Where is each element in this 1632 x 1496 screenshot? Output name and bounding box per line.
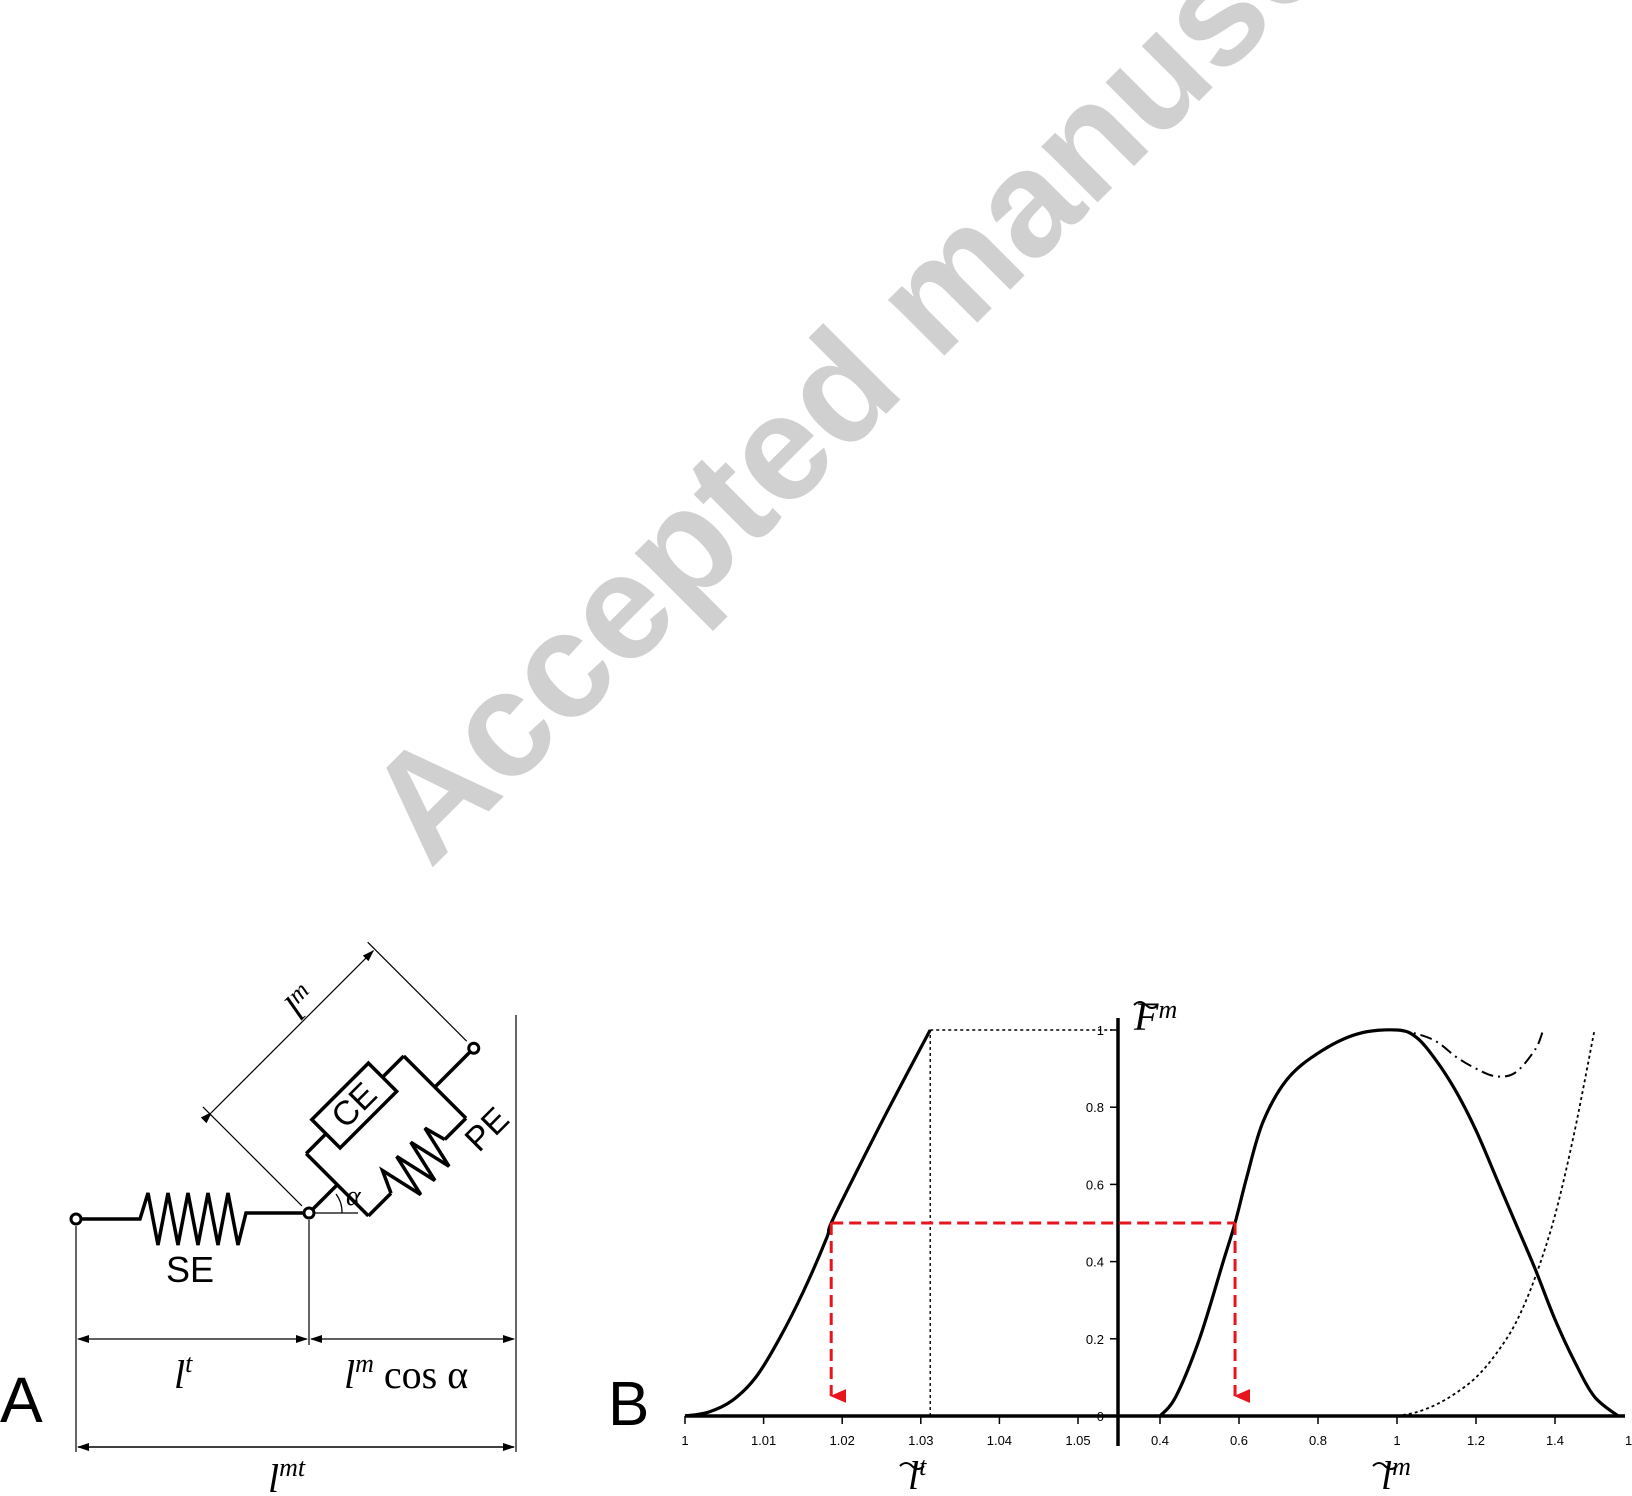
muscle-tick-label: 1 — [1393, 1433, 1400, 1448]
muscle-tick-label: 0.6 — [1230, 1433, 1248, 1448]
tendon-axis-title: lt — [908, 1452, 927, 1496]
tendon-force-curve — [684, 1029, 932, 1418]
tendon-tick-labels: 1 1.01 1.02 1.03 1.04 1.05 — [681, 1416, 1091, 1448]
force-tick-label: 0.2 — [1086, 1332, 1104, 1347]
pennation-angle-arc — [335, 1193, 343, 1214]
force-tick-label: 0.6 — [1086, 1177, 1104, 1192]
alpha-label: α — [346, 1181, 362, 1212]
watermark: Accepted manuscript — [334, 0, 1531, 893]
pe-label: PE — [458, 1100, 517, 1159]
panel-a-label: A — [0, 1364, 43, 1436]
ce-label: CE — [324, 1075, 384, 1135]
muscle-length-dimension — [200, 949, 375, 1124]
lm-label: lm — [275, 977, 326, 1028]
muscle-axis-title: lm — [1381, 1452, 1411, 1496]
operating-point-highlight — [829, 1221, 1251, 1403]
force-tick-label: 0.4 — [1086, 1255, 1104, 1270]
passive-force-curve — [1396, 1029, 1596, 1417]
tendon-tick-label: 1.02 — [830, 1433, 855, 1448]
muscle-fiber-assembly: CE PE — [200, 941, 517, 1218]
svg-text:lm: lm — [275, 977, 326, 1028]
force-tick-label: 0 — [1097, 1409, 1104, 1424]
force-tick-label: 0.8 — [1086, 1100, 1104, 1115]
muscle-tick-label: 0.8 — [1309, 1433, 1327, 1448]
muscle-tick-label: 1.4 — [1546, 1433, 1564, 1448]
tendon-tick-label: 1.01 — [751, 1433, 776, 1448]
parallel-elastic-spring — [379, 1126, 451, 1197]
panel-b-label: B — [608, 1370, 649, 1439]
tendon-origin-node — [69, 1212, 83, 1226]
series-elastic-spring — [81, 1192, 304, 1246]
muscle-insertion-node — [467, 1041, 481, 1055]
muscle-tick-label: 0.4 — [1151, 1433, 1169, 1448]
tendon-tick-label: 1.05 — [1065, 1433, 1090, 1448]
lmt-label: lmt — [268, 1453, 306, 1496]
muscle-tick-labels: 0.4 0.6 0.8 1 1.2 1.4 1.6 — [1151, 1416, 1632, 1448]
se-label: SE — [166, 1249, 214, 1290]
muscle-tendon-junction-node — [302, 1206, 316, 1220]
total-force-curve — [1396, 1029, 1545, 1078]
muscle-axis-tilde — [1372, 1462, 1398, 1470]
force-axis-tilde — [1133, 1001, 1159, 1009]
muscle-tick-label: 1.6 — [1625, 1433, 1632, 1448]
lt-label: lt — [174, 1349, 193, 1397]
curves — [684, 1028, 1620, 1418]
lm-cos-alpha-label: lm cos α — [344, 1349, 468, 1397]
tendon-tick-label: 1.04 — [987, 1433, 1012, 1448]
tendon-tick-label: 1 — [681, 1433, 688, 1448]
muscle-tick-label: 1.2 — [1467, 1433, 1485, 1448]
force-axis-title: Fm — [1133, 994, 1177, 1039]
tendon-axis-tilde — [899, 1462, 925, 1470]
panel-b-force-length-chart: B 1 1.01 1.02 1.03 1.04 1.05 0.4 0.6 0.8 1 1.2 1.4… — [608, 994, 1632, 1496]
tendon-tick-label: 1.03 — [908, 1433, 933, 1448]
